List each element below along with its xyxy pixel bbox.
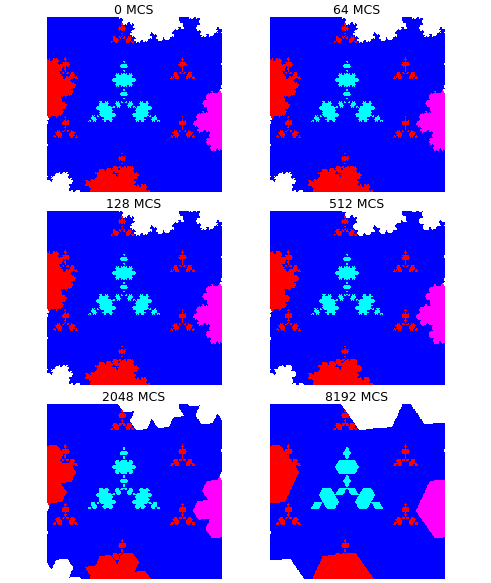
Title: 2048 MCS: 2048 MCS — [103, 391, 165, 404]
Title: 128 MCS: 128 MCS — [107, 198, 162, 210]
Title: 0 MCS: 0 MCS — [114, 4, 154, 17]
Title: 64 MCS: 64 MCS — [333, 4, 381, 17]
Title: 8192 MCS: 8192 MCS — [326, 391, 388, 404]
Title: 512 MCS: 512 MCS — [329, 198, 384, 210]
